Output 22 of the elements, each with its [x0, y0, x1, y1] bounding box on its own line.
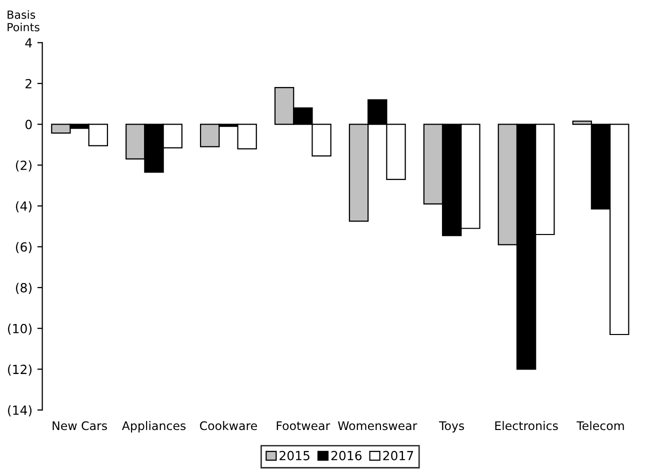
y-tick-label: (4)	[16, 201, 32, 212]
y-tick-label: (12)	[8, 364, 32, 376]
y-tick-label: (2)	[16, 160, 32, 172]
legend-label: 2017	[383, 450, 414, 460]
y-tick-label: (6)	[16, 242, 32, 254]
x-tick-label: Womenswear	[338, 421, 418, 430]
legend-label: 2015	[280, 450, 310, 460]
y-tick-label: 2	[26, 78, 32, 88]
x-tick-label: Appliances	[122, 421, 186, 432]
x-tick-label: Toys	[439, 421, 464, 432]
y-axis-title: Basis Points	[8, 10, 40, 32]
y-tick-label: (10)	[8, 324, 32, 335]
x-tick-label: Telecom	[576, 421, 624, 430]
y-tick-label: 0	[25, 120, 32, 130]
y-tick-label: (8)	[16, 282, 32, 294]
x-tick-label: New Cars	[52, 421, 107, 430]
y-tick-label: 4	[25, 38, 32, 48]
y-tick-label: (14)	[8, 405, 32, 416]
x-tick-label: Cookware	[200, 421, 257, 430]
x-tick-label: Electronics	[495, 421, 558, 430]
legend-label: 2016	[331, 450, 362, 460]
x-tick-label: Footwear	[276, 421, 330, 430]
